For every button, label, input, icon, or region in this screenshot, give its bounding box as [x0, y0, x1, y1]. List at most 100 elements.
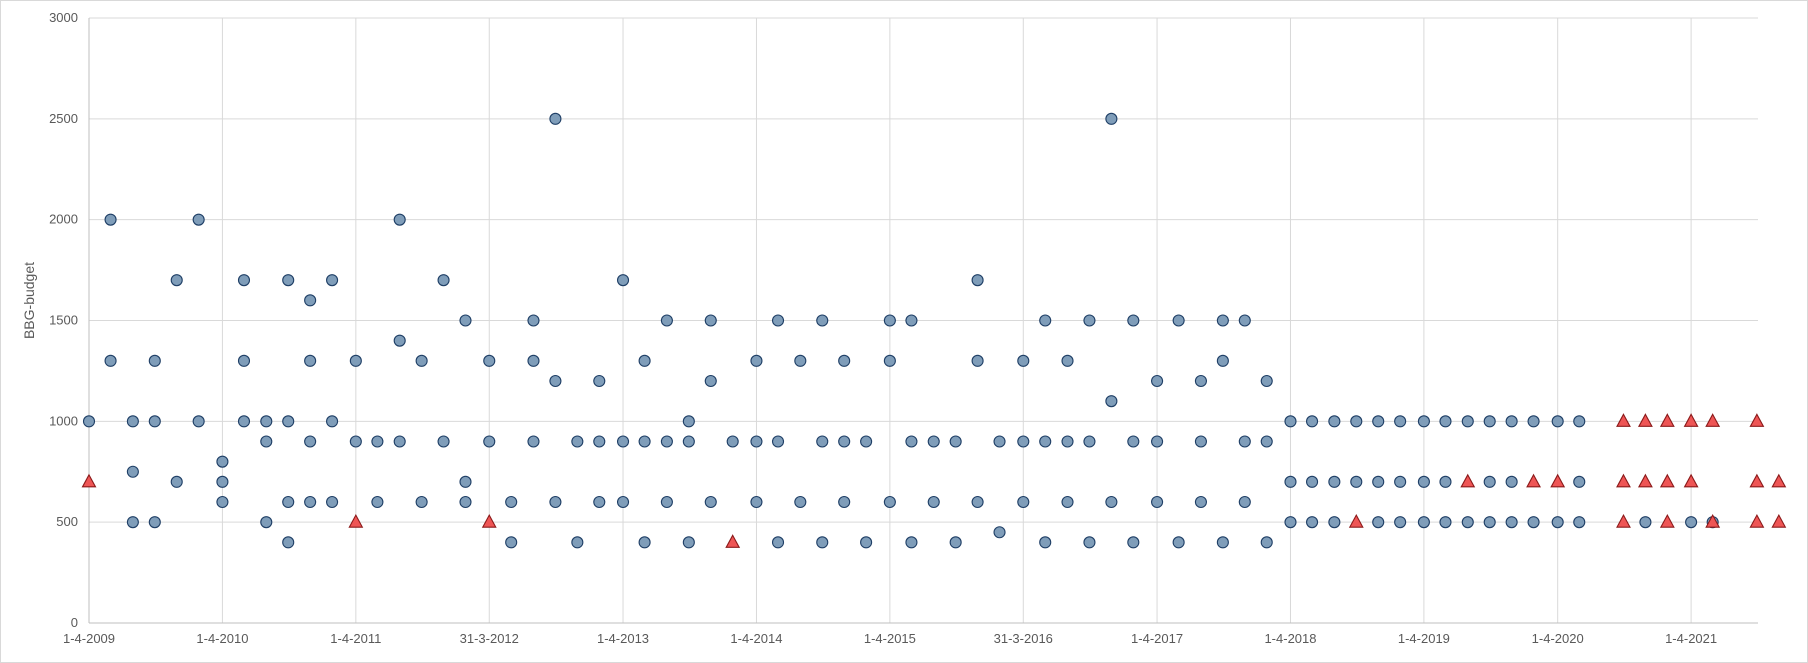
data-point-circle — [437, 274, 450, 287]
data-point-circle — [1685, 516, 1698, 529]
data-point-circle — [1505, 516, 1518, 529]
data-point-circle — [1216, 536, 1229, 549]
data-point-circle — [1127, 435, 1140, 448]
data-point-circle — [1527, 516, 1540, 529]
data-point-circle — [1017, 354, 1030, 367]
data-point-circle — [1439, 516, 1452, 529]
data-point-circle — [1083, 536, 1096, 549]
data-point-circle — [1083, 314, 1096, 327]
data-point-circle — [993, 435, 1006, 448]
data-point-circle — [304, 294, 317, 307]
data-point-circle — [905, 314, 918, 327]
data-point-circle — [349, 354, 362, 367]
data-point-circle — [883, 354, 896, 367]
data-point-circle — [104, 354, 117, 367]
data-point-circle — [304, 495, 317, 509]
data-point-circle — [816, 314, 829, 327]
data-point-circle — [704, 374, 717, 388]
data-point-circle — [1328, 475, 1341, 488]
data-point-circle — [1417, 475, 1430, 488]
data-point-circle — [459, 314, 472, 327]
data-point-circle — [771, 536, 785, 549]
data-point-circle — [527, 435, 540, 448]
data-point-circle — [326, 415, 339, 428]
data-point-circle — [1151, 374, 1164, 388]
data-point-circle — [437, 435, 450, 448]
data-point-circle — [304, 354, 317, 367]
data-point-circle — [1372, 516, 1385, 529]
data-point-triangle — [725, 534, 741, 548]
data-point-circle — [616, 274, 630, 287]
data-point-circle — [1461, 516, 1474, 529]
data-point-circle — [949, 536, 962, 549]
data-point-circle — [704, 314, 717, 327]
data-point-circle — [949, 435, 962, 448]
x-tick-label: 31-3-2016 — [994, 631, 1053, 646]
data-point-circle — [1505, 475, 1518, 488]
data-point-triangle — [1460, 473, 1476, 488]
data-point-triangle — [481, 514, 497, 528]
data-point-circle — [260, 435, 273, 448]
data-point-circle — [237, 354, 251, 367]
y-tick-label: 500 — [56, 514, 78, 529]
data-point-triangle — [1749, 413, 1765, 427]
data-point-circle — [838, 495, 851, 509]
data-point-circle — [1039, 314, 1052, 327]
x-tick-label: 1-4-2009 — [63, 631, 115, 646]
data-point-circle — [971, 274, 984, 287]
data-point-circle — [638, 536, 651, 549]
x-tick-labels: 1-4-2009 1-4-2010 1-4-2011 31-3-2012 1-4-201… — [63, 631, 1717, 646]
data-point-circle — [170, 475, 183, 488]
data-point-circle — [1417, 415, 1430, 428]
x-tick-label: 1-4-2010 — [196, 631, 248, 646]
data-point-circle — [638, 354, 651, 367]
data-point-circle — [1394, 516, 1407, 529]
data-point-circle — [237, 415, 251, 428]
data-point-circle — [860, 435, 873, 448]
data-point-circle — [1372, 475, 1385, 488]
x-tick-label: 1-4-2018 — [1264, 631, 1316, 646]
data-point-circle — [593, 435, 606, 448]
data-point-circle — [905, 536, 918, 549]
data-point-circle — [216, 495, 229, 509]
data-point-circle — [371, 495, 384, 509]
data-point-circle — [126, 516, 139, 529]
data-point-circle — [237, 274, 251, 287]
data-point-circle — [682, 536, 695, 549]
data-point-circle — [883, 314, 896, 327]
data-point-circle — [1216, 354, 1229, 367]
data-point-circle — [1083, 435, 1096, 448]
data-point-circle — [860, 536, 873, 549]
data-point-circle — [1483, 516, 1496, 529]
data-point-circle — [415, 354, 428, 367]
x-tick-label: 1-4-2011 — [330, 631, 381, 646]
data-point-circle — [1483, 415, 1496, 428]
data-point-circle — [192, 213, 205, 226]
y-tick-labels: 0 500 1000 1500 2000 2500 3000 — [49, 10, 78, 630]
data-point-circle — [1238, 314, 1251, 327]
data-point-circle — [459, 495, 472, 509]
data-point-circle — [1505, 415, 1518, 428]
data-point-circle — [1439, 475, 1452, 488]
data-point-circle — [216, 475, 229, 488]
data-point-triangle — [1771, 473, 1787, 488]
data-point-circle — [1105, 112, 1118, 125]
data-point-circle — [1238, 435, 1251, 448]
data-point-circle — [1372, 415, 1385, 428]
data-point-triangle — [1526, 473, 1541, 488]
data-point-circle — [750, 495, 763, 509]
gridlines — [88, 17, 1758, 623]
data-point-triangle — [1550, 473, 1566, 488]
data-point-circle — [993, 526, 1006, 539]
data-point-circle — [726, 435, 739, 448]
axes — [88, 18, 1758, 624]
data-point-circle — [1151, 495, 1164, 509]
y-axis-title: BBG-budget — [21, 262, 37, 339]
data-point-circle — [971, 354, 984, 367]
data-point-circle — [593, 374, 606, 388]
data-point-circle — [1639, 516, 1652, 529]
data-point-circle — [1328, 415, 1341, 428]
data-point-circle — [816, 435, 829, 448]
data-point-circle — [349, 435, 362, 448]
data-points — [81, 112, 1787, 549]
